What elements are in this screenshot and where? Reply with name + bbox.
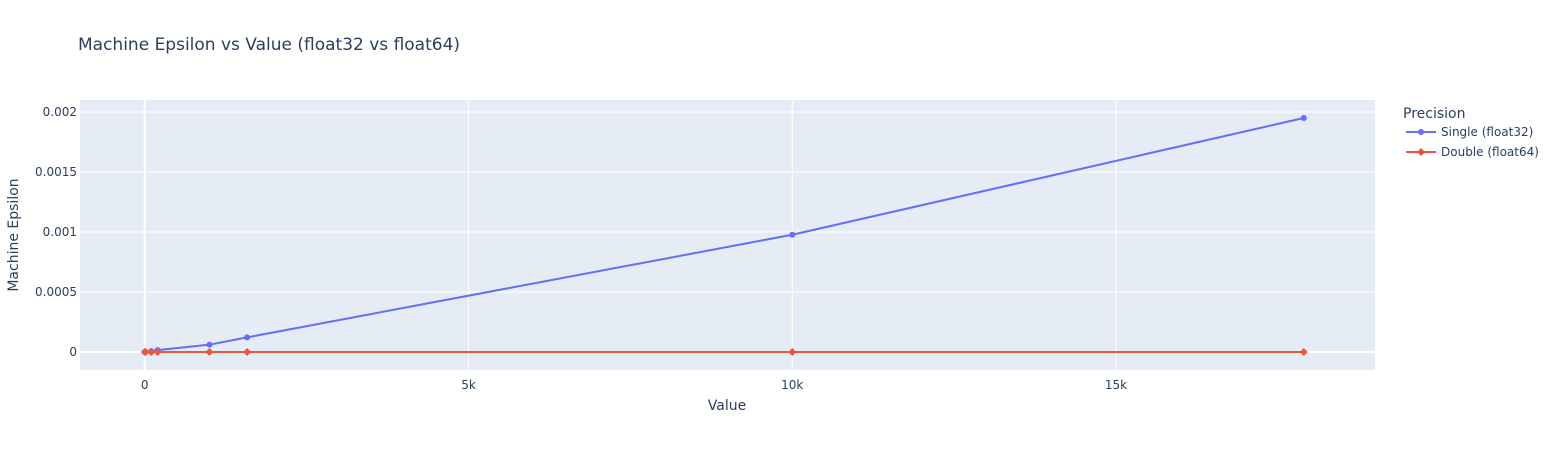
x-tick-label: 15k [1105,378,1127,392]
legend-item[interactable]: Single (float32) [1406,125,1533,139]
data-point [789,231,796,238]
legend-label: Double (float64) [1441,145,1539,159]
chart-title: Machine Epsilon vs Value (float32 vs flo… [78,35,460,55]
x-axis-label: Value [708,398,746,414]
x-tick-label: 0 [141,378,149,392]
series-1 [140,348,1308,356]
data-point [1299,348,1308,356]
data-point [205,348,214,356]
data-point [206,341,213,348]
y-tick-label: 0.0005 [35,285,77,299]
x-tick-labels: 0 5k 10k 15k [141,378,1127,392]
legend-label: Single (float32) [1441,125,1533,139]
data-point [244,334,251,341]
data-point [1300,115,1307,121]
legend-marker [1417,148,1425,156]
y-tick-label: 0.001 [43,225,77,239]
series-layer [140,115,1308,356]
x-tick-label: 5k [461,378,476,392]
plot-area [80,100,1375,370]
data-point [243,348,252,356]
data-point [153,348,162,356]
y-tick-labels: 0 0.0005 0.001 0.0015 0.002 [35,105,77,359]
y-tick-label: 0.002 [43,105,77,119]
legend-item[interactable]: Double (float64) [1406,145,1539,159]
data-point [147,348,156,356]
y-axis-label: Machine Epsilon [6,178,22,291]
data-point [141,348,150,356]
data-point [788,348,797,356]
legend[interactable]: Precision Single (float32) Double (float6… [1403,106,1539,159]
y-tick-label: 0.0015 [35,165,77,179]
y-tick-label: 0 [69,345,77,359]
legend-marker [1418,129,1424,135]
x-tick-label: 10k [781,378,803,392]
legend-title: Precision [1403,106,1465,122]
